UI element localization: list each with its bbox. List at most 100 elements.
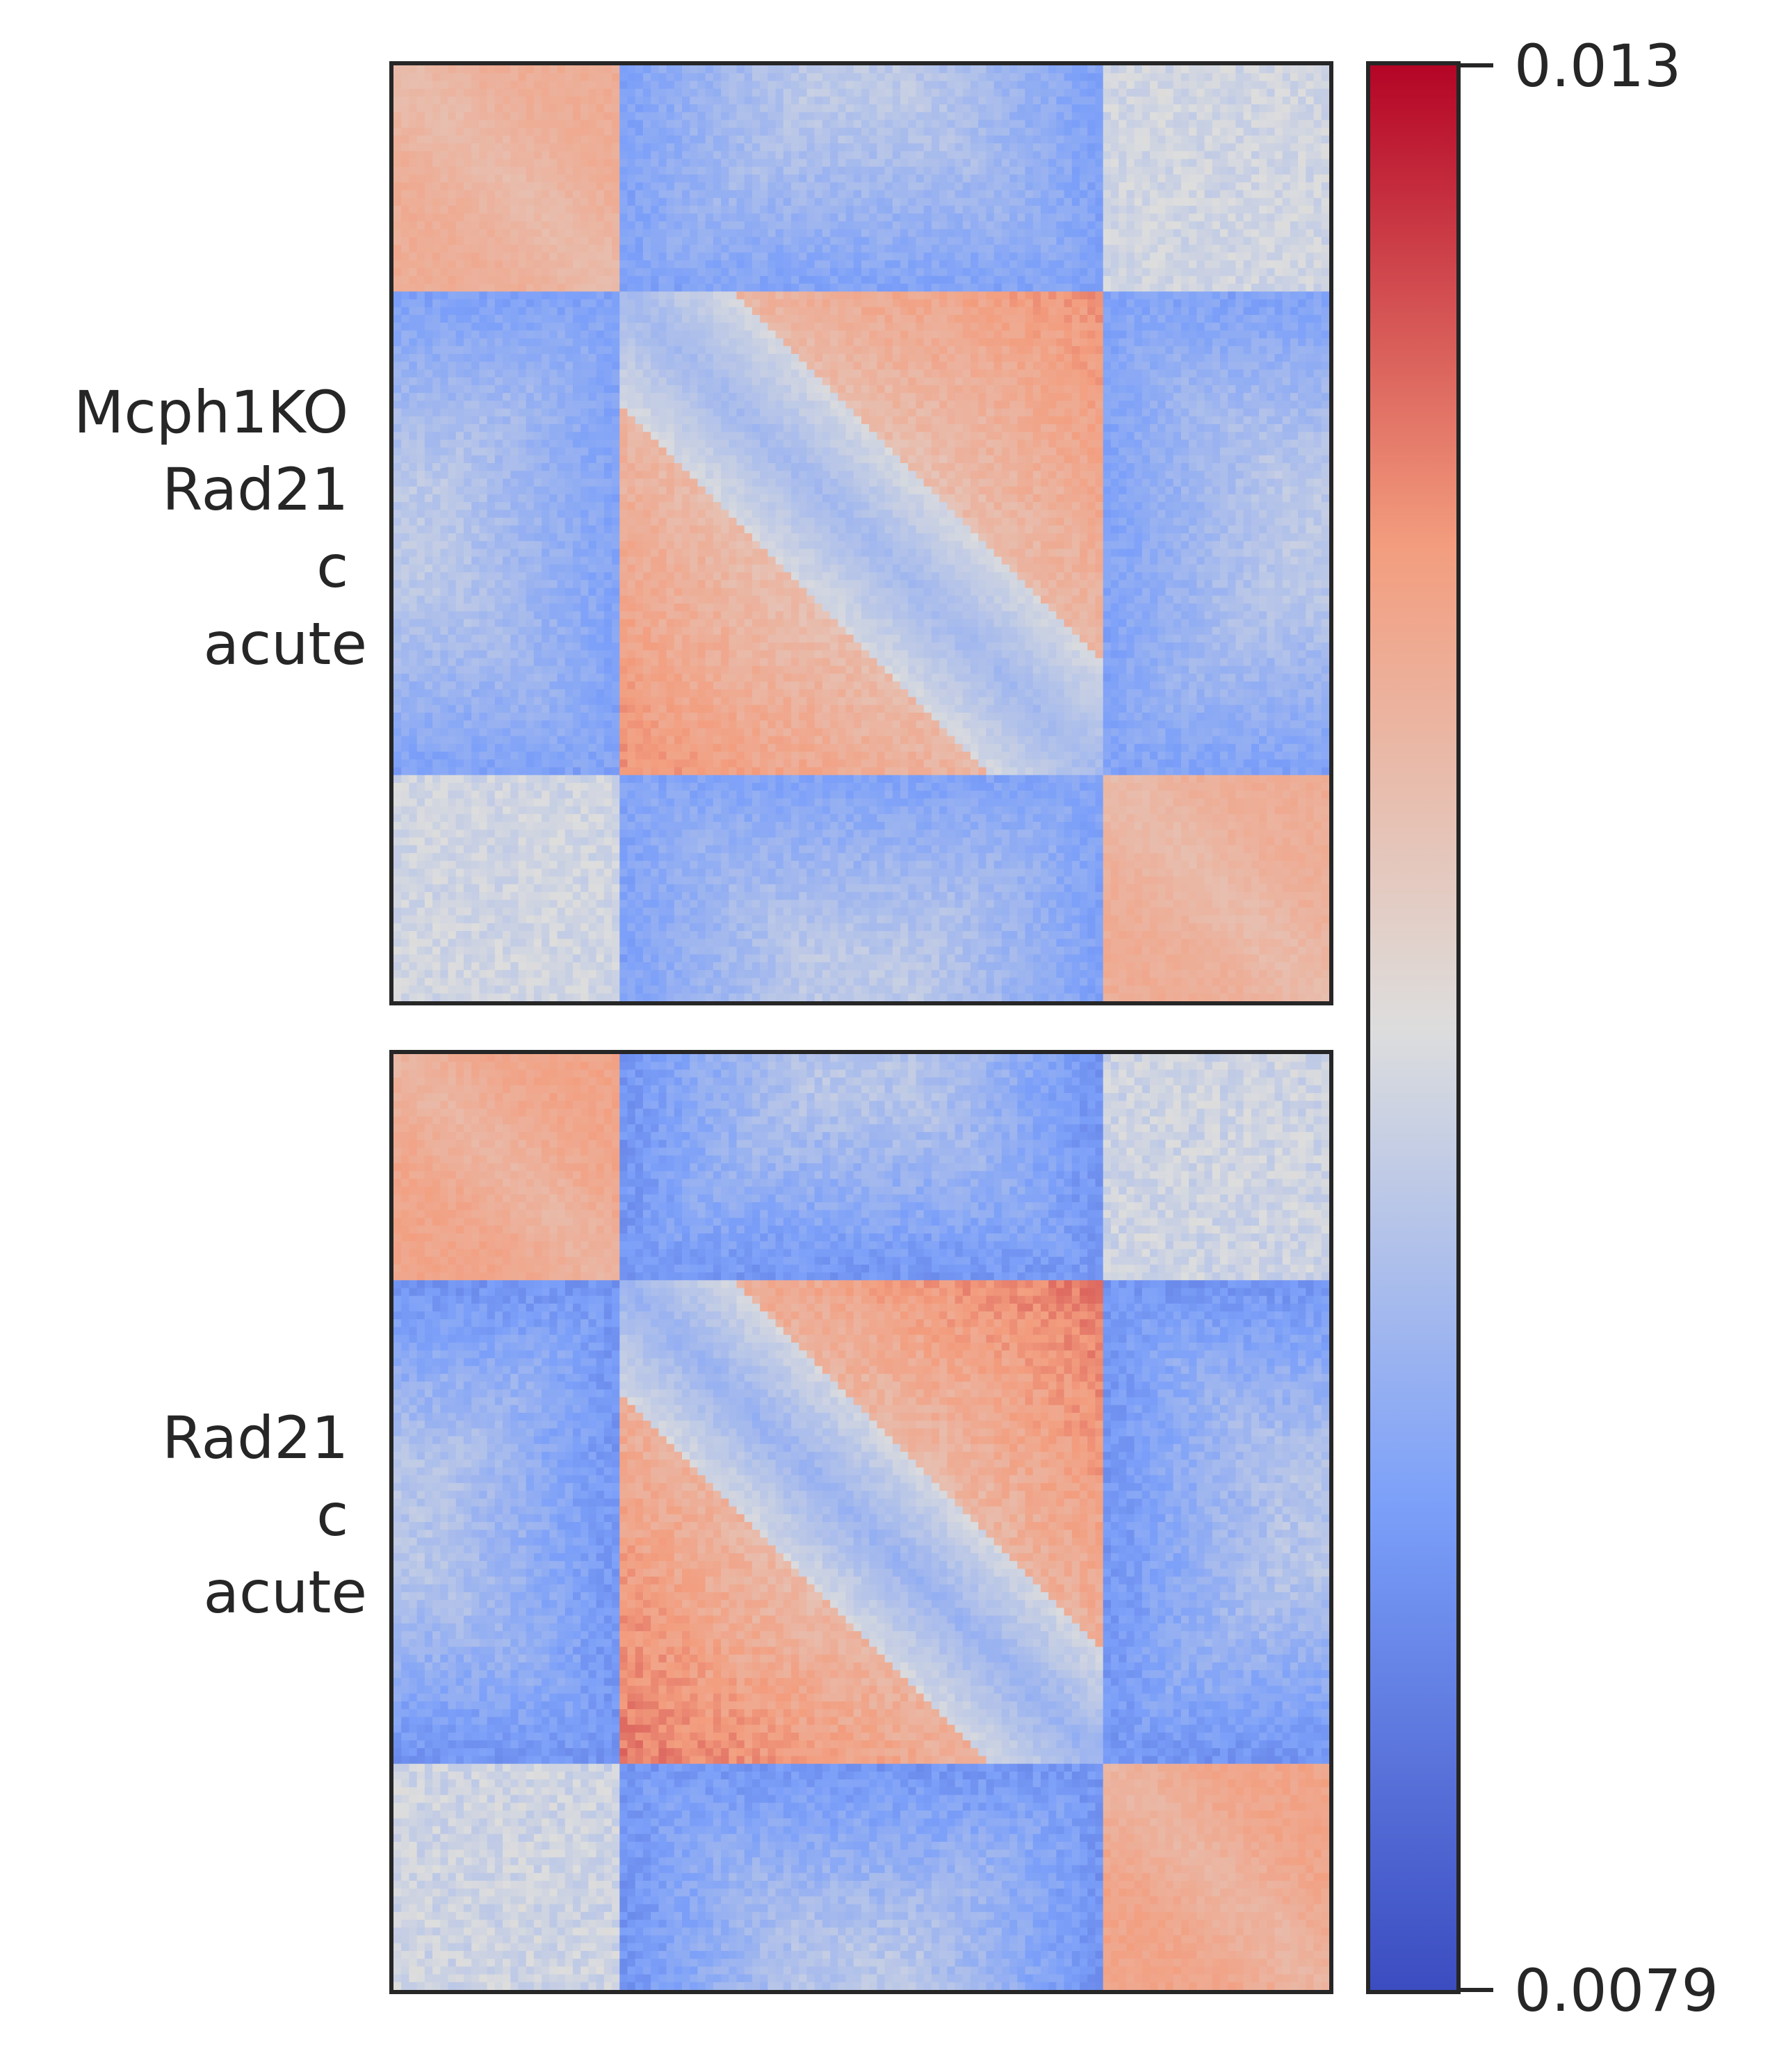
heatmap-cell	[1290, 73, 1299, 82]
heatmap-cell	[853, 127, 862, 136]
heatmap-cell	[1110, 205, 1119, 214]
heatmap-cell	[978, 252, 987, 261]
heatmap-cell	[1235, 88, 1244, 97]
heatmap-cell	[674, 112, 683, 121]
heatmap-cell	[1110, 175, 1119, 183]
heatmap-cell	[455, 369, 464, 378]
heatmap-cell	[877, 88, 886, 97]
heatmap-cell	[471, 229, 480, 238]
heatmap-cell	[1080, 151, 1088, 160]
heatmap-cell	[1157, 166, 1167, 175]
heatmap-cell	[424, 307, 433, 316]
heatmap-cell	[542, 354, 550, 362]
heatmap-cell	[713, 197, 722, 207]
heatmap-cell	[1290, 291, 1299, 300]
heatmap-cell	[729, 346, 738, 355]
heatmap-cell	[845, 135, 854, 144]
heatmap-cell	[510, 81, 519, 90]
heatmap-cell	[542, 221, 550, 230]
heatmap-cell	[1056, 197, 1065, 207]
heatmap-cell	[1009, 291, 1018, 300]
heatmap-cell	[830, 314, 838, 323]
heatmap-cell	[1282, 275, 1291, 284]
heatmap-cell	[463, 73, 472, 82]
heatmap-cell	[1095, 73, 1104, 82]
heatmap-cell	[1001, 120, 1010, 129]
heatmap-cell	[783, 96, 792, 105]
heatmap-cell	[682, 346, 690, 355]
heatmap-cell	[1071, 307, 1080, 316]
heatmap-cell	[752, 260, 761, 269]
heatmap-cell	[705, 260, 714, 269]
heatmap-cell	[651, 166, 659, 175]
heatmap-cell	[1196, 346, 1205, 355]
heatmap-cell	[580, 205, 590, 214]
heatmap-cell	[1119, 354, 1127, 362]
heatmap-cell	[503, 275, 511, 284]
heatmap-cell	[1025, 213, 1034, 222]
heatmap-cell	[892, 143, 901, 152]
heatmap-cell	[908, 330, 917, 339]
heatmap-cell	[432, 338, 441, 347]
heatmap-cell	[721, 221, 729, 230]
heatmap-cell	[1274, 275, 1283, 284]
heatmap-cell	[1212, 81, 1221, 90]
heatmap-cell	[690, 385, 699, 394]
heatmap-cell	[1251, 96, 1260, 105]
heatmap-cell	[455, 330, 464, 339]
heatmap-cell	[877, 81, 886, 90]
heatmap-cell	[729, 151, 738, 160]
heatmap-cell	[962, 127, 971, 136]
heatmap-cell	[962, 354, 971, 362]
heatmap-cell	[1180, 377, 1189, 386]
heatmap-cell	[1087, 143, 1096, 152]
heatmap-cell	[526, 275, 535, 284]
heatmap-cell	[1243, 284, 1252, 292]
heatmap-cell	[923, 159, 932, 168]
heatmap-cell	[1165, 338, 1174, 347]
heatmap-cell	[783, 244, 792, 253]
heatmap-cell	[877, 307, 886, 316]
heatmap-cell	[838, 299, 847, 308]
heatmap-cell	[1095, 190, 1104, 199]
heatmap-cell	[814, 377, 823, 386]
heatmap-cell	[557, 369, 566, 378]
heatmap-cell	[1189, 143, 1197, 152]
heatmap-cell	[416, 307, 425, 316]
heatmap-cell	[682, 135, 690, 144]
heatmap-cell	[635, 221, 644, 230]
heatmap-cell	[1103, 81, 1112, 90]
heatmap-cell	[744, 151, 753, 160]
heatmap-cell	[619, 236, 628, 245]
heatmap-cell	[658, 151, 667, 160]
heatmap-cell	[471, 65, 480, 74]
heatmap-cell	[533, 182, 542, 191]
heatmap-cell	[791, 73, 799, 82]
heatmap-cell	[557, 120, 566, 129]
heatmap-cell	[760, 314, 768, 323]
heatmap-cell	[1228, 112, 1236, 121]
heatmap-cell	[978, 190, 987, 199]
heatmap-cell	[1150, 151, 1158, 160]
heatmap-cell	[845, 120, 854, 129]
heatmap-cell	[767, 244, 777, 253]
heatmap-cell	[845, 205, 854, 214]
heatmap-cell	[627, 354, 636, 362]
heatmap-cell	[487, 260, 496, 269]
heatmap-cell	[1228, 369, 1236, 378]
heatmap-cell	[799, 236, 808, 245]
heatmap-cell	[393, 236, 402, 245]
heatmap-cell	[705, 275, 714, 284]
heatmap-cell	[674, 362, 683, 371]
heatmap-cell	[1150, 73, 1158, 82]
heatmap-cell	[993, 151, 1002, 160]
heatmap-cell	[1103, 112, 1112, 121]
heatmap-cell	[471, 182, 480, 191]
heatmap-cell	[690, 81, 699, 90]
heatmap-cell	[939, 221, 948, 230]
heatmap-cell	[690, 314, 699, 323]
heatmap-cell	[432, 120, 441, 129]
heatmap-cell	[923, 221, 932, 230]
heatmap-cell	[900, 229, 909, 238]
heatmap-cell	[1150, 252, 1158, 261]
